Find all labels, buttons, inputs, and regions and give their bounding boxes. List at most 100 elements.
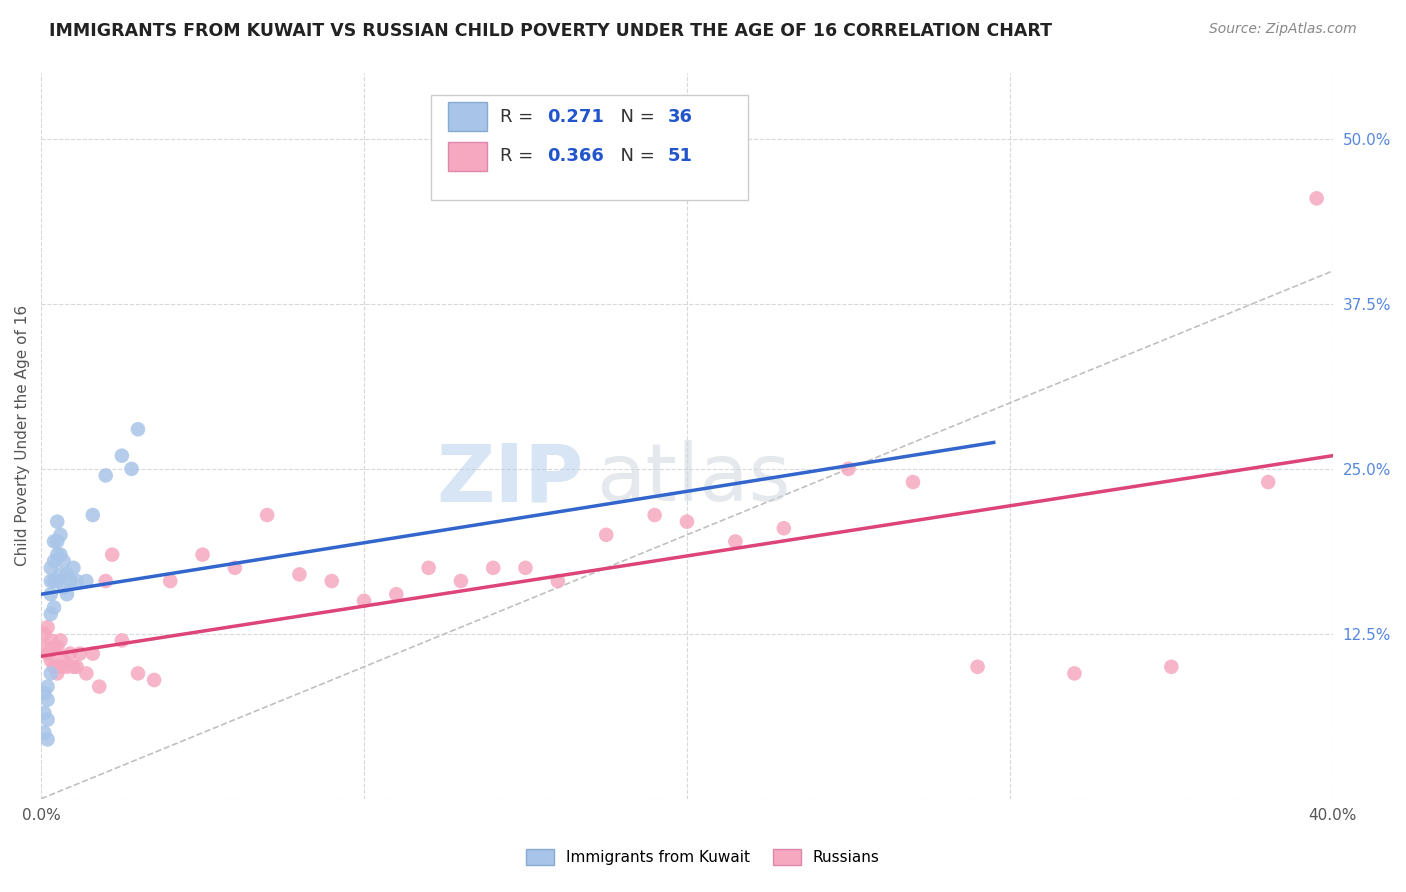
Point (418, 561, 440, 575)
Point (42, 600, 65, 615)
Point (966, 660, 988, 674)
Point (42, 554, 65, 568)
Point (39, 653, 62, 667)
Point (159, 574, 181, 588)
Point (676, 515, 699, 529)
FancyBboxPatch shape (449, 142, 486, 171)
Point (75, 574, 97, 588)
Point (52, 581, 75, 595)
Point (69, 647, 91, 661)
Point (111, 449, 134, 463)
Point (37, 647, 59, 661)
Point (34, 640, 56, 654)
Point (49, 633, 72, 648)
Text: IMMIGRANTS FROM KUWAIT VS RUSSIAN CHILD POVERTY UNDER THE AGE OF 16 CORRELATION : IMMIGRANTS FROM KUWAIT VS RUSSIAN CHILD … (49, 22, 1052, 40)
Point (42, 640, 65, 654)
Text: R =: R = (499, 147, 538, 165)
Point (39, 587, 62, 601)
Point (127, 422, 149, 436)
Point (901, 475, 924, 489)
Point (127, 666, 149, 681)
Point (111, 633, 134, 648)
Point (66, 574, 89, 588)
Point (34, 706, 56, 720)
Point (34, 725, 56, 739)
Point (42, 574, 65, 588)
Point (46, 574, 69, 588)
Legend: Immigrants from Kuwait, Russians: Immigrants from Kuwait, Russians (520, 843, 886, 871)
Point (46, 666, 69, 681)
Point (52, 554, 75, 568)
Point (224, 561, 246, 575)
Point (75, 666, 97, 681)
Point (56, 567, 79, 582)
Text: ZIP: ZIP (436, 441, 583, 518)
Point (482, 561, 505, 575)
Point (39, 607, 62, 621)
Point (39, 633, 62, 648)
Point (385, 587, 408, 601)
Point (1305, 191, 1327, 205)
Point (59, 574, 82, 588)
Text: R =: R = (499, 108, 538, 126)
Text: Source: ZipAtlas.com: Source: ZipAtlas.com (1209, 22, 1357, 37)
Point (94, 468, 117, 483)
Point (1160, 660, 1182, 674)
Point (288, 567, 311, 582)
Point (62, 561, 84, 575)
Point (34, 627, 56, 641)
Point (42, 660, 65, 674)
Point (56, 660, 79, 674)
Point (724, 534, 747, 549)
Y-axis label: Child Poverty Under the Age of 16: Child Poverty Under the Age of 16 (15, 305, 30, 566)
Text: 36: 36 (668, 108, 693, 126)
Point (49, 567, 72, 582)
Point (595, 528, 617, 542)
Point (101, 548, 124, 562)
Point (94, 574, 117, 588)
Point (42, 534, 65, 549)
Point (46, 534, 69, 549)
Text: 51: 51 (668, 147, 693, 165)
Point (66, 660, 89, 674)
Point (49, 548, 72, 562)
Point (256, 508, 278, 522)
Text: N =: N = (609, 108, 661, 126)
Text: N =: N = (609, 147, 661, 165)
Point (49, 528, 72, 542)
Point (37, 693, 59, 707)
Text: 0.271: 0.271 (547, 108, 605, 126)
FancyBboxPatch shape (449, 102, 486, 131)
Point (39, 666, 62, 681)
Point (37, 713, 59, 727)
Point (37, 680, 59, 694)
Point (450, 574, 472, 588)
Point (46, 548, 69, 562)
Point (121, 462, 143, 476)
Point (143, 673, 166, 687)
Point (191, 548, 214, 562)
Text: 0.366: 0.366 (547, 147, 605, 165)
Point (1063, 666, 1085, 681)
Point (46, 515, 69, 529)
Point (644, 508, 666, 522)
Point (39, 561, 62, 575)
Point (37, 732, 59, 747)
Point (34, 686, 56, 700)
Point (37, 620, 59, 634)
Point (62, 660, 84, 674)
Point (82, 647, 104, 661)
Point (82, 508, 104, 522)
Point (837, 462, 859, 476)
Point (49, 660, 72, 674)
Point (1257, 475, 1279, 489)
Point (547, 574, 569, 588)
Point (52, 653, 75, 667)
Point (89, 680, 111, 694)
Point (772, 521, 794, 535)
Point (39, 574, 62, 588)
Point (353, 594, 375, 608)
Point (59, 647, 82, 661)
Point (515, 561, 537, 575)
FancyBboxPatch shape (432, 95, 748, 200)
